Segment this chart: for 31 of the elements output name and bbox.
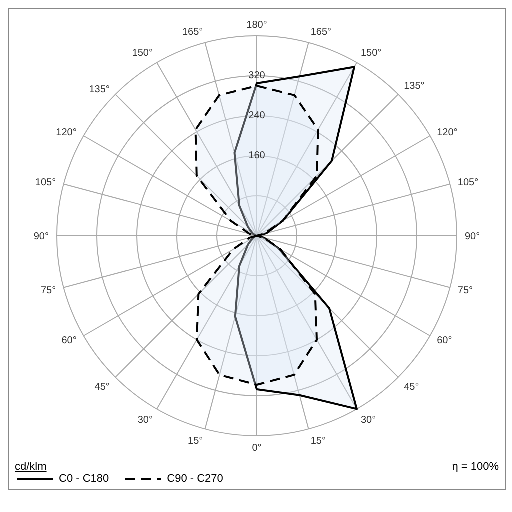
spoke-label: 105° (35, 178, 56, 189)
spoke-label: 165° (310, 27, 332, 38)
spoke-label: 120° (437, 128, 458, 139)
legend-label: C0 - C180 (59, 473, 110, 485)
spoke-label: 30° (361, 415, 376, 426)
spoke-label: 165° (182, 27, 204, 38)
spoke-label: 60° (62, 336, 77, 347)
spoke-label: 45° (404, 382, 420, 394)
spoke-label: 15° (188, 436, 204, 448)
spoke-label: 30° (138, 415, 153, 426)
y-tick-label: 240 (248, 110, 266, 122)
spoke-label: 75° (40, 285, 56, 296)
y-tick-label: 320 (248, 70, 266, 82)
spoke-label: 15° (310, 436, 326, 448)
spoke-label: 150° (132, 48, 153, 59)
spoke-label: 120° (56, 128, 77, 139)
spoke-label: 0° (252, 443, 262, 454)
spoke-label: 135° (404, 80, 425, 92)
spoke-label: 90° (465, 232, 480, 243)
spoke-label: 105° (458, 178, 479, 189)
legend-label: C90 - C270 (167, 473, 224, 485)
text: η = 100% (452, 461, 499, 473)
spoke-label: 75° (458, 285, 474, 296)
text: cd/klm (15, 461, 48, 473)
y-tick-label: 160 (248, 150, 266, 162)
spoke-label: 180° (246, 20, 268, 31)
spoke-label: 60° (437, 336, 452, 347)
spoke-label: 90° (34, 232, 49, 243)
spoke-label: 150° (361, 48, 382, 59)
spoke-label: 45° (94, 382, 110, 394)
spoke-label: 135° (89, 84, 110, 96)
